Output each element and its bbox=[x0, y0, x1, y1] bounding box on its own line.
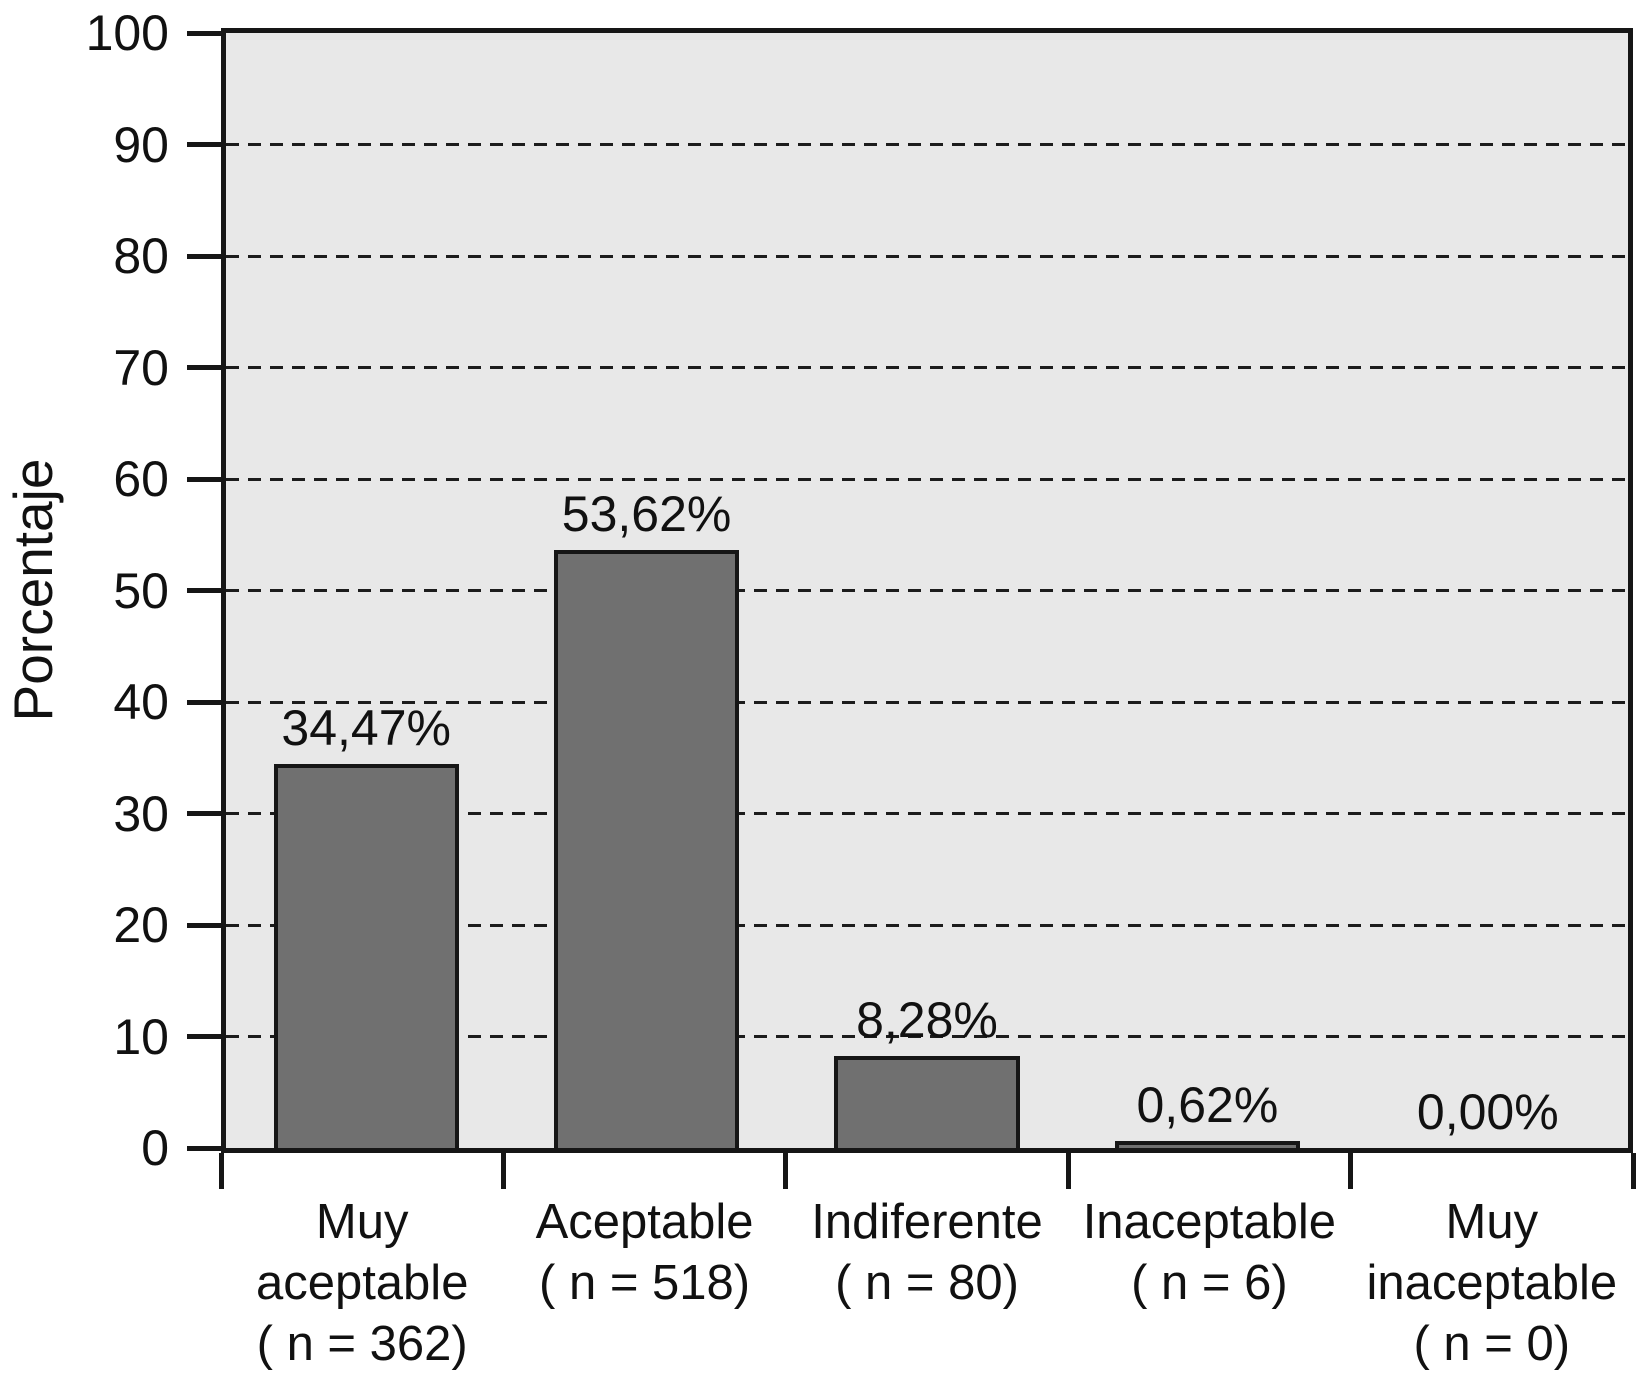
category-label-1: Aceptable ( n = 518) bbox=[535, 1195, 754, 1310]
x-axis-ticks bbox=[218, 1153, 1636, 1189]
bar-0 bbox=[273, 763, 459, 1148]
x-tick-3 bbox=[1065, 1153, 1071, 1189]
y-tick-label-80: 80 bbox=[113, 228, 169, 284]
bar-3 bbox=[1114, 1141, 1300, 1148]
x-tick-0 bbox=[218, 1153, 224, 1189]
y-tick-label-20: 20 bbox=[113, 897, 169, 953]
y-tick-label-60: 60 bbox=[113, 451, 169, 507]
y-tick-50 bbox=[187, 588, 221, 593]
category-label-3: Inaceptable ( n = 6) bbox=[1082, 1195, 1337, 1310]
category-column-3: 0,62% bbox=[1067, 33, 1347, 1148]
bar-value-label-1: 53,62% bbox=[561, 486, 732, 543]
category-column-1: 53,62% bbox=[506, 33, 786, 1148]
x-axis-labels: Muy aceptable ( n = 362) Aceptable ( n = … bbox=[221, 1192, 1633, 1382]
category-column-2: 8,28% bbox=[787, 33, 1067, 1148]
category-column-0: 34,47% bbox=[226, 33, 506, 1148]
gridline-30 bbox=[226, 812, 1628, 815]
y-tick-40 bbox=[187, 699, 221, 705]
gridline-20 bbox=[226, 923, 1628, 927]
y-tick-90 bbox=[187, 142, 221, 147]
category-label-4: Muy inaceptable ( n = 0) bbox=[1366, 1195, 1618, 1371]
y-tick-label-50: 50 bbox=[113, 562, 169, 619]
y-tick-label-10: 10 bbox=[113, 1008, 169, 1065]
gridline-40 bbox=[226, 700, 1628, 704]
bar-value-label-2: 8,28% bbox=[856, 991, 998, 1048]
gridline-90 bbox=[226, 143, 1628, 146]
gridline-70 bbox=[226, 366, 1628, 369]
y-tick-label-70: 70 bbox=[113, 339, 169, 396]
y-tick-30 bbox=[187, 811, 221, 816]
category-column-4: 0,00% bbox=[1348, 33, 1628, 1148]
y-tick-label-90: 90 bbox=[113, 116, 169, 173]
bar-2 bbox=[834, 1055, 1020, 1148]
y-tick-80 bbox=[187, 253, 221, 259]
y-tick-10 bbox=[187, 1034, 221, 1039]
x-tick-5 bbox=[1630, 1153, 1636, 1189]
x-tick-4 bbox=[1348, 1153, 1354, 1189]
x-tick-2 bbox=[783, 1153, 789, 1189]
bar-value-label-4: 0,00% bbox=[1416, 1084, 1559, 1140]
category-label-2: Indiferente ( n = 80) bbox=[811, 1195, 1043, 1310]
gridline-10 bbox=[226, 1035, 1628, 1038]
gridline-60 bbox=[226, 477, 1628, 481]
gridline-50 bbox=[226, 589, 1628, 592]
y-tick-60 bbox=[187, 476, 221, 482]
bar-value-label-0: 34,47% bbox=[281, 699, 451, 756]
y-tick-0 bbox=[187, 1145, 221, 1151]
y-axis: 0 10 20 30 40 50 60 70 80 90 100 bbox=[0, 5, 221, 1176]
y-tick-70 bbox=[187, 365, 221, 370]
gridline-80 bbox=[226, 254, 1628, 258]
y-tick-label-30: 30 bbox=[113, 785, 169, 842]
bar-1 bbox=[554, 550, 740, 1148]
plot-area: 34,47% 53,62% 8,28% 0,62% 0,00% bbox=[221, 28, 1633, 1153]
x-tick-1 bbox=[500, 1153, 506, 1189]
y-tick-20 bbox=[187, 922, 221, 928]
category-label-0: Muy aceptable ( n = 362) bbox=[255, 1195, 469, 1371]
bar-value-label-3: 0,62% bbox=[1136, 1077, 1279, 1134]
y-tick-label-40: 40 bbox=[113, 674, 169, 730]
y-tick-label-100: 100 bbox=[85, 5, 169, 61]
y-tick-100 bbox=[187, 30, 221, 36]
y-tick-label-0: 0 bbox=[141, 1120, 169, 1176]
